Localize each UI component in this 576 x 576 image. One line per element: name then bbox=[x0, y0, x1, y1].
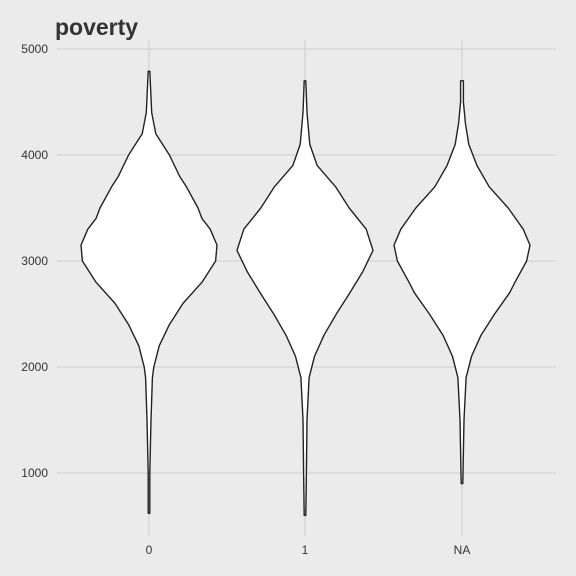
y-tick-label: 5000 bbox=[21, 42, 48, 56]
violin-1 bbox=[236, 80, 374, 517]
x-tick-label: NA bbox=[454, 543, 471, 557]
y-tick-label: 4000 bbox=[21, 148, 48, 162]
y-tick-label: 3000 bbox=[21, 254, 48, 268]
violins bbox=[80, 70, 531, 517]
violin-0 bbox=[80, 70, 218, 514]
x-tick-label: 1 bbox=[302, 543, 309, 557]
x-tick-label: 0 bbox=[146, 543, 153, 557]
violin-NA bbox=[393, 80, 531, 485]
chart-title: poverty bbox=[55, 14, 139, 40]
axis-labels: 1000 2000 3000 4000 5000 0 1 NA bbox=[21, 42, 470, 557]
y-tick-label: 2000 bbox=[21, 360, 48, 374]
y-tick-label: 1000 bbox=[21, 466, 48, 480]
